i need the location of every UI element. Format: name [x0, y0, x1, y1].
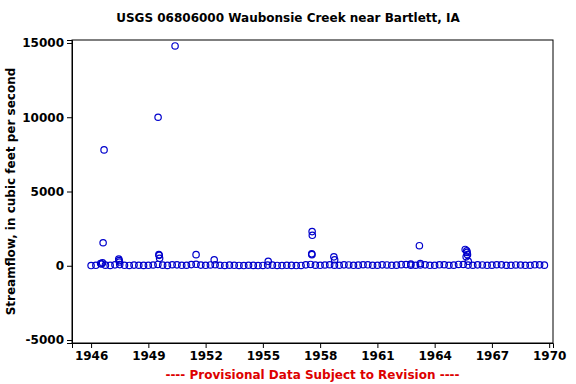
point [172, 43, 178, 49]
x-tick-label: 1970 [533, 349, 566, 363]
y-tick-mark [67, 192, 72, 193]
point [309, 251, 315, 257]
x-tick: 1952 [189, 343, 222, 363]
point [211, 257, 217, 263]
x-tick-mark [263, 343, 264, 348]
point [331, 257, 337, 263]
x-tick-label: 1949 [132, 349, 165, 363]
y-tick-label: -5000 [26, 333, 64, 347]
point [309, 251, 315, 257]
point [156, 255, 162, 261]
point [541, 262, 547, 268]
x-tick-label: 1964 [418, 349, 451, 363]
point [265, 258, 271, 264]
y-tick-label: 0 [56, 259, 64, 273]
y-tick-label: 10000 [22, 111, 64, 125]
x-tick-mark [492, 343, 493, 348]
x-tick-mark [377, 343, 378, 348]
y-tick-mark [67, 340, 72, 341]
y-tick: 10000 [22, 111, 72, 125]
y-axis: -5000 0 5000 10000 15000 [22, 36, 72, 347]
x-tick: 1970 [533, 343, 566, 363]
point [155, 114, 161, 120]
y-tick-mark [67, 43, 72, 44]
x-tick-mark [320, 343, 321, 348]
x-tick: 1964 [418, 343, 451, 363]
title: USGS 06806000 Waubonsie Creek near Bartl… [116, 11, 460, 25]
y-tick-label: 15000 [22, 36, 64, 50]
x-tick: 1967 [476, 343, 509, 363]
x-tick-mark [549, 343, 550, 348]
y-tick-mark [67, 117, 72, 118]
point [99, 260, 105, 266]
x-tick-label: 1955 [247, 349, 280, 363]
x-axis-line [73, 344, 554, 349]
x-tick-mark [148, 343, 149, 348]
x-axis: 1946 1949 1952 1955 1958 1961 1964 1967 1970 [73, 343, 567, 363]
y-axis-line [67, 41, 73, 344]
chart: 1946 1949 1952 1955 1958 1961 1964 1967 1970 -500… [0, 0, 576, 384]
point [417, 260, 423, 266]
y-tick: 5000 [31, 185, 72, 199]
y-tick: -5000 [26, 333, 72, 347]
point [100, 240, 106, 246]
x-tick-mark [206, 343, 207, 348]
x-tick: 1958 [304, 343, 337, 363]
x-tick-label: 1967 [476, 349, 509, 363]
x-tick-mark [435, 343, 436, 348]
x-tick: 1961 [361, 343, 394, 363]
x-tick-label: 1961 [361, 349, 394, 363]
point [101, 147, 107, 153]
annotation: ---- Provisional Data Subject to Revisio… [165, 368, 459, 382]
x-tick: 1949 [132, 343, 165, 363]
point [116, 259, 122, 265]
points [88, 43, 548, 269]
x-tick-mark [91, 343, 92, 348]
y-tick-label: 5000 [31, 185, 64, 199]
x-tick-label: 1946 [75, 349, 108, 363]
y-tick-mark [67, 266, 72, 267]
x-tick: 1946 [75, 343, 108, 363]
point [193, 251, 199, 257]
plot-frame [72, 40, 553, 343]
y-tick: 0 [56, 259, 72, 273]
point [309, 232, 315, 238]
y-tick: 15000 [22, 36, 72, 50]
x-tick-label: 1958 [304, 349, 337, 363]
x-tick: 1955 [247, 343, 280, 363]
point [408, 261, 414, 267]
y-axis-title: Streamflow, in cubic feet per second [4, 68, 18, 316]
point [416, 243, 422, 249]
x-tick-label: 1952 [189, 349, 222, 363]
point [465, 258, 471, 264]
